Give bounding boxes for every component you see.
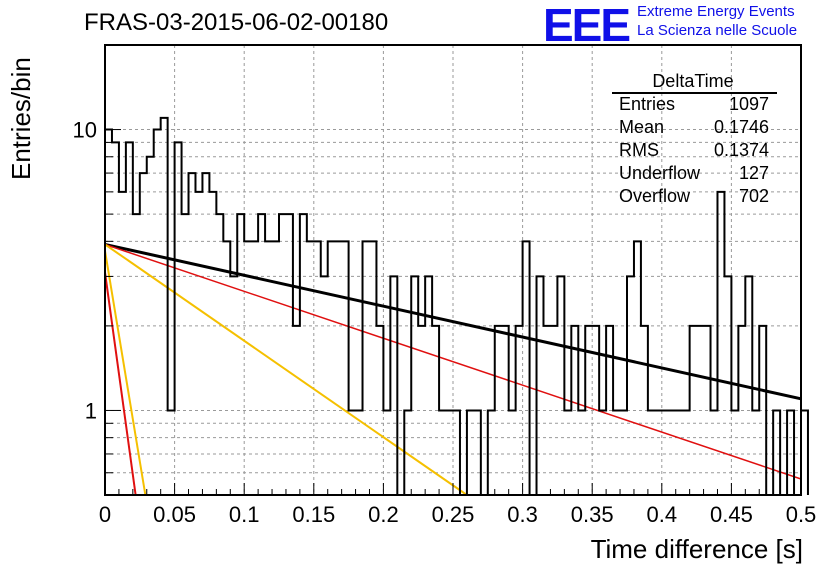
x-tick-label: 0.15 xyxy=(292,502,335,527)
fit-line-1 xyxy=(104,242,802,401)
fit-line-4 xyxy=(104,250,147,496)
stats-value-mean: 0.1746 xyxy=(714,117,769,137)
stats-label-underflow: Underflow xyxy=(619,163,701,183)
axis-ticks xyxy=(104,44,802,495)
fit-line-3 xyxy=(104,243,468,496)
stats-value-underflow: 127 xyxy=(739,163,769,183)
x-tick-label: 0.45 xyxy=(710,502,753,527)
eee-logo: EEE xyxy=(543,0,631,51)
tick-labels: 0 0.05 0.1 0.15 0.2 0.25 0.3 0.35 0.4 0.45 0.5 1 10 xyxy=(73,118,817,527)
stats-value-entries: 1097 xyxy=(729,94,769,114)
x-tick-label: 0.2 xyxy=(368,502,399,527)
x-tick-label: 0.05 xyxy=(153,502,196,527)
fit-lines xyxy=(104,242,802,496)
y-tick-label: 1 xyxy=(85,398,97,423)
stats-label-entries: Entries xyxy=(619,94,675,114)
stats-label-mean: Mean xyxy=(619,117,664,137)
stats-box: DeltaTime Entries 1097 Mean 0.1746 RMS 0.1374… xyxy=(612,71,777,206)
stats-value-overflow: 702 xyxy=(739,186,769,206)
x-tick-label: 0.3 xyxy=(507,502,538,527)
fit-line-5 xyxy=(104,272,137,496)
y-axis-label: Entries/bin xyxy=(6,57,36,180)
y-tick-label: 10 xyxy=(73,118,97,143)
x-tick-label: 0.1 xyxy=(229,502,260,527)
logo-line2: La Scienza nelle Scuole xyxy=(637,22,798,39)
x-tick-label: 0.4 xyxy=(647,502,678,527)
x-tick-label: 0.5 xyxy=(786,502,817,527)
grid-lines xyxy=(105,45,801,495)
fit-line-2 xyxy=(104,243,802,480)
x-tick-label: 0 xyxy=(99,502,111,527)
x-tick-label: 0.25 xyxy=(432,502,475,527)
logo-line1: Extreme Energy Events xyxy=(637,3,795,20)
stats-label-overflow: Overflow xyxy=(619,186,691,206)
x-axis-label: Time difference [s] xyxy=(591,534,803,564)
stats-value-rms: 0.1374 xyxy=(714,140,769,160)
histogram xyxy=(104,116,809,496)
stats-box-title: DeltaTime xyxy=(652,71,733,91)
histogram-outline xyxy=(104,116,809,496)
x-tick-label: 0.35 xyxy=(571,502,614,527)
stats-label-rms: RMS xyxy=(619,140,659,160)
run-title: FRAS-03-2015-06-02-00180 xyxy=(84,9,389,36)
